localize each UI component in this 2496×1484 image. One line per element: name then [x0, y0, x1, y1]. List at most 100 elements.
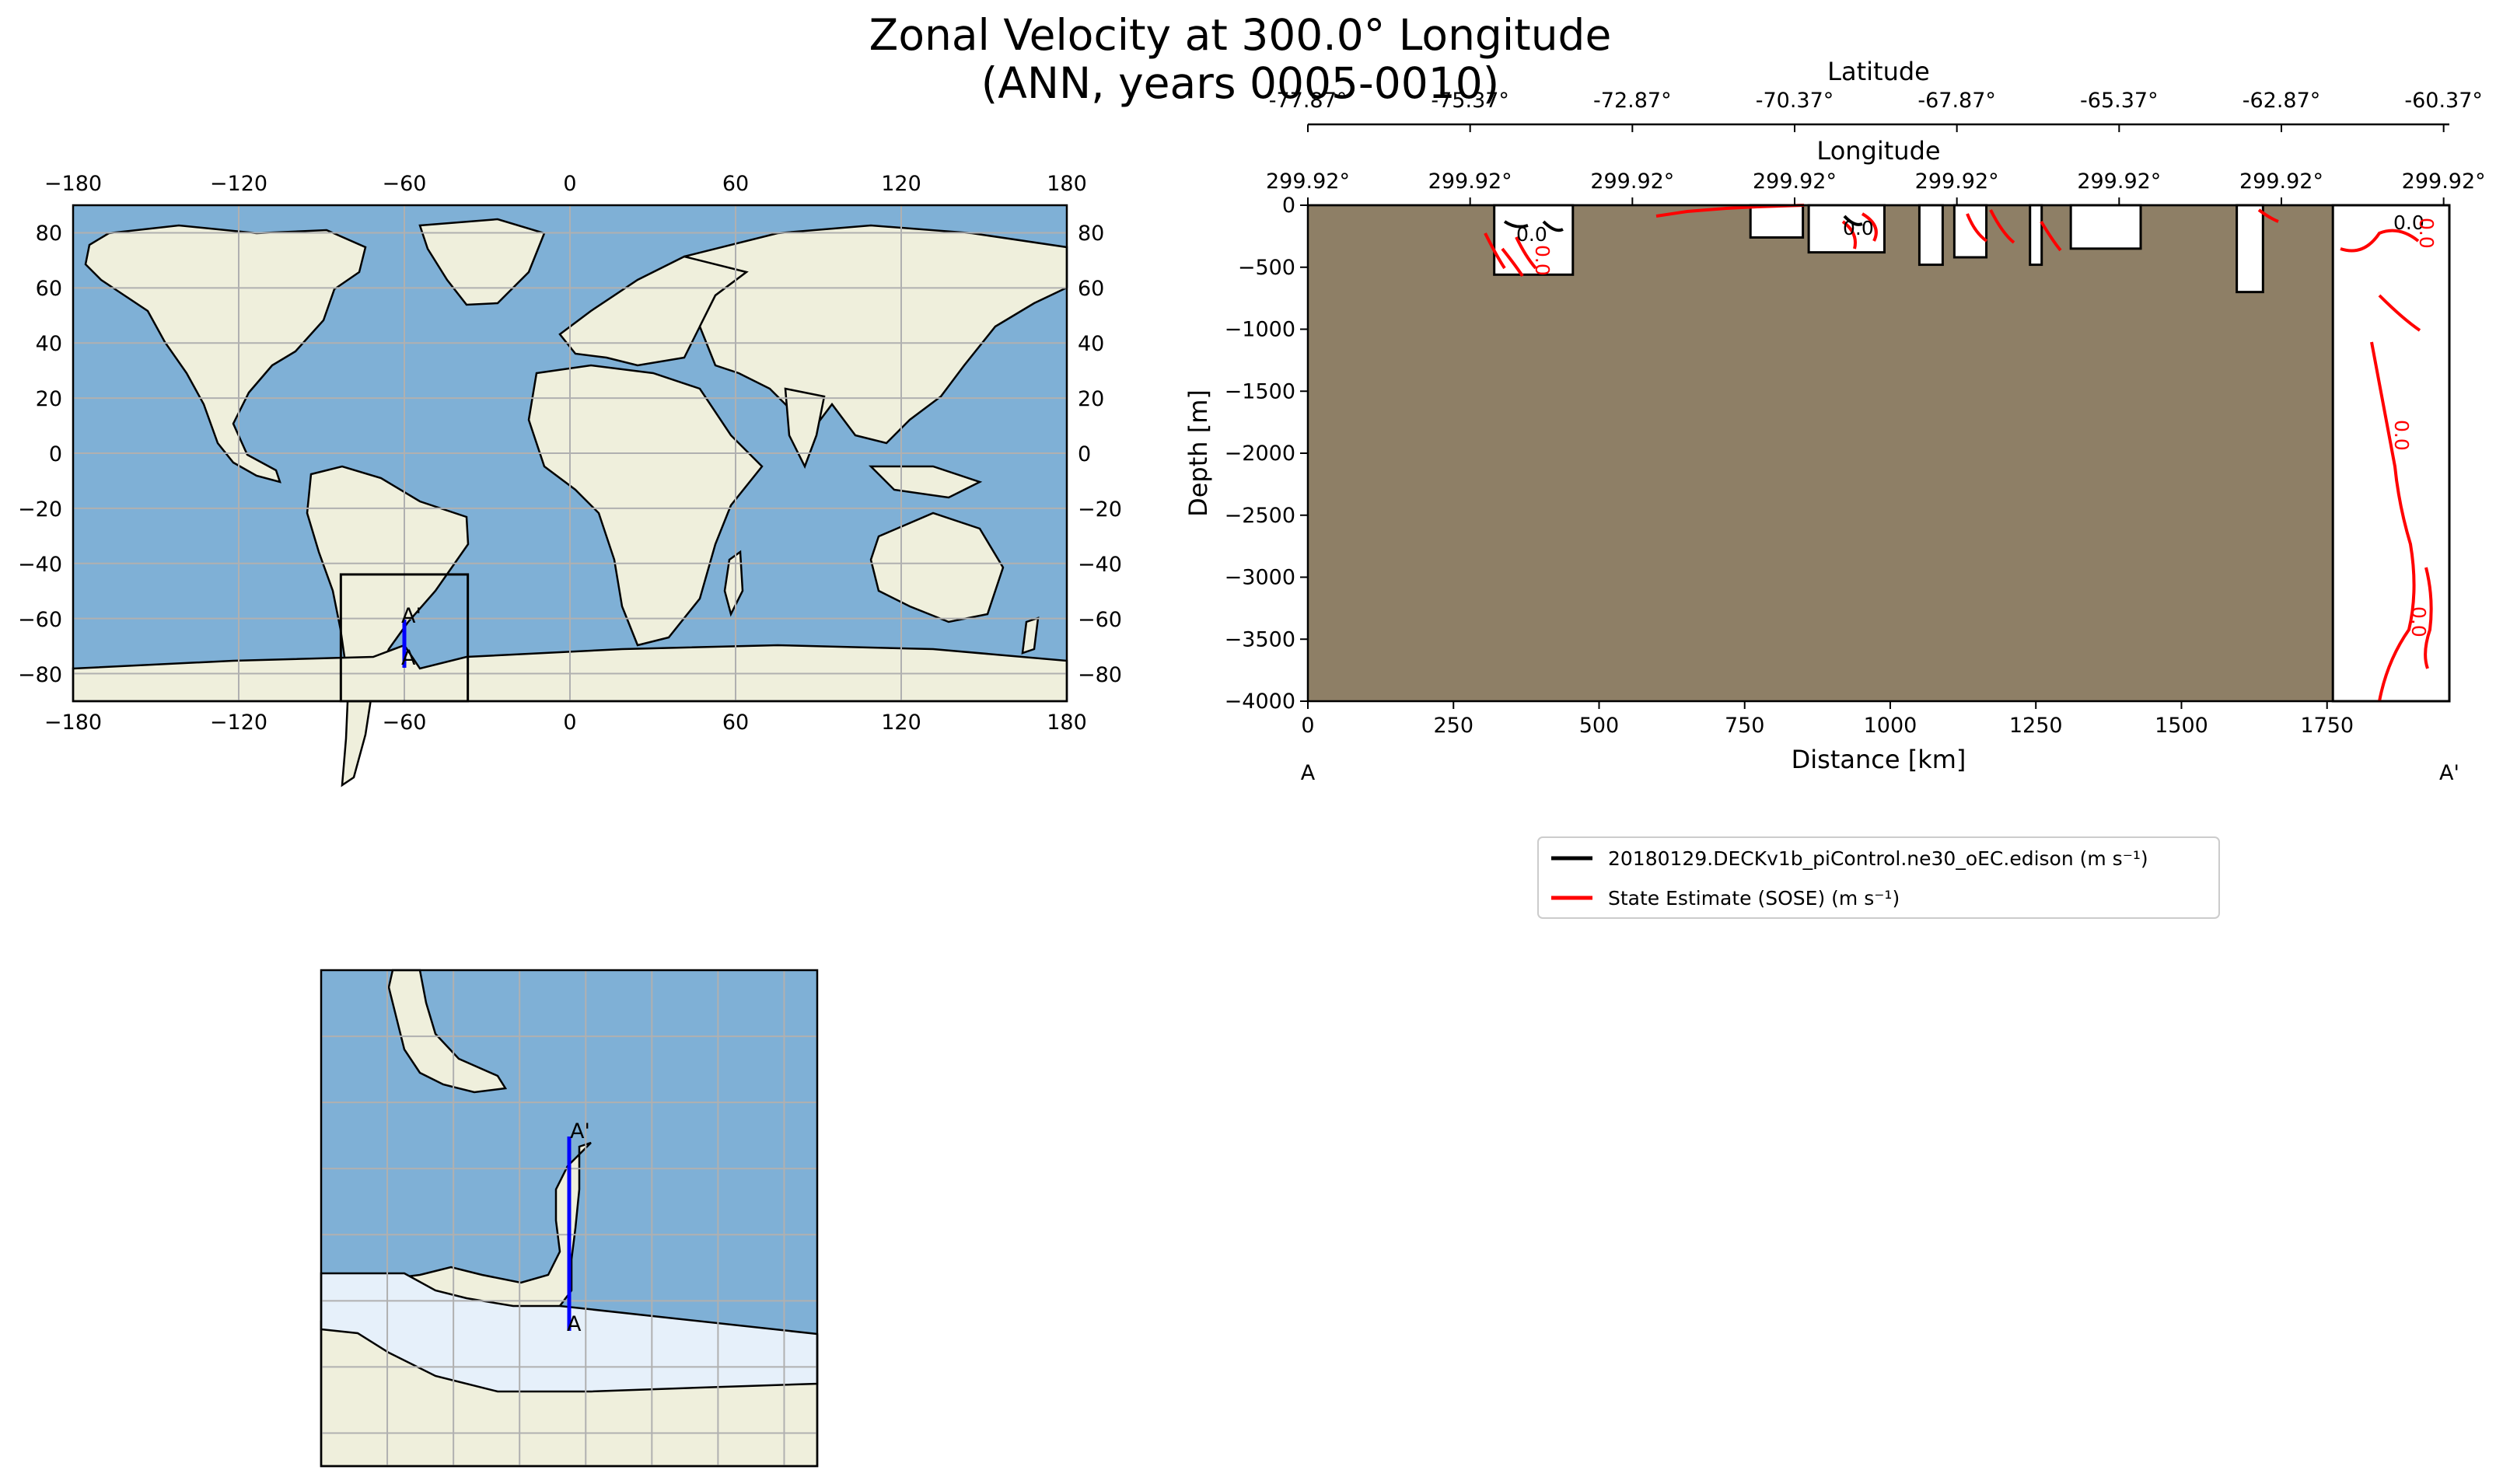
global-map-ytick-label: 20 [1078, 387, 1104, 411]
section-ytick-label: −1000 [1225, 318, 1295, 342]
global-map-ytick-label: 80 [36, 222, 62, 246]
section-xtick-label: 500 [1579, 714, 1620, 738]
global-map-ytick-label: −20 [18, 498, 62, 522]
ocean-window [2029, 204, 2043, 267]
inset-map-transect-start-label: A [567, 1312, 582, 1336]
section-bathymetry-fill [1308, 205, 2449, 701]
global-map-ytick-label: 40 [1078, 332, 1104, 356]
inset-map-ice-shelf [320, 1272, 819, 1393]
longitude-tick-label: 299.92° [1428, 169, 1512, 194]
latitude-tick-label: -62.87° [2243, 89, 2321, 113]
global-map-xtick-label: −120 [210, 172, 267, 196]
global-map-xtick-label: −180 [44, 172, 102, 196]
longitude-tick-label: 299.92° [2239, 169, 2323, 194]
obs-contour-line [1966, 209, 2015, 244]
model-contour-label: 0.0 [1516, 223, 1547, 246]
section-xtick-label: 250 [1433, 714, 1473, 738]
latitude-tick-label: -77.87° [1269, 89, 1348, 113]
global-map-xtick-label: 120 [881, 172, 921, 196]
inset-map-frame [320, 969, 819, 1468]
latitude-tick-label: -75.37° [1431, 89, 1509, 113]
longitude-axis-label: Longitude [1816, 136, 1940, 166]
global-map-ytick-label: 60 [1078, 277, 1104, 301]
section-xtick-label: 1750 [2300, 714, 2354, 738]
global-map-xtick-label: 180 [1047, 172, 1087, 196]
section-xlabel: Distance [km] [1792, 745, 1966, 774]
obs-contour-label: 0.0 [2390, 420, 2413, 451]
global-map-ytick-label: 40 [36, 332, 62, 356]
ocean-window [1493, 204, 1575, 276]
global-map-xtick-label: −180 [44, 711, 102, 735]
section-endpoint-end: A' [2439, 761, 2459, 785]
longitude-tick-label: 299.92° [2402, 169, 2486, 194]
section-ytick-label: −2500 [1225, 504, 1295, 528]
global-map-ytick-label: −40 [18, 553, 62, 577]
obs-contour-label: 0.0 [2407, 606, 2430, 637]
section-xtick-label: 1250 [2009, 714, 2063, 738]
global-map-xtick-label: 60 [722, 711, 749, 735]
latitude-axis-label: Latitude [1827, 57, 1930, 86]
section-ytick-label: −1500 [1225, 379, 1295, 403]
ocean-window [1917, 204, 1944, 267]
global-map-ytick-label: 0 [1078, 442, 1091, 466]
latitude-tick-label: -60.37° [2404, 89, 2483, 113]
global-map-ytick-label: 60 [36, 277, 62, 301]
section-xtick-label: 750 [1725, 714, 1765, 738]
section-ytick-label: −3000 [1225, 566, 1295, 590]
global-map-transect-end-label: A' [401, 604, 421, 628]
global-map-ytick-label: −80 [18, 663, 62, 687]
section-ytick-label: −4000 [1225, 690, 1295, 714]
global-map-xtick-label: 120 [881, 711, 921, 735]
global-map-inset-box [339, 573, 470, 703]
global-map-ytick-label: −60 [18, 608, 62, 632]
global-map-xtick-label: −60 [383, 172, 427, 196]
global-map-yticks-right: 80 60 40 20 0 −20 −40 −60 −80 [1078, 222, 1122, 687]
global-map-xtick-label: 60 [722, 172, 749, 196]
section-xtick-label: 0 [1301, 714, 1314, 738]
global-map-ytick-label: −60 [1078, 608, 1122, 632]
legend-label-obs: State Estimate (SOSE) (m s⁻¹) [1608, 887, 1900, 910]
ocean-window [2236, 204, 2264, 294]
obs-contour-label: 0.0 [1531, 245, 1554, 276]
section-contours: 0.0 0.0 0.0 0.0 0.0 0.0 0.0 [1484, 204, 2438, 702]
inset-map: A' A [320, 969, 819, 1468]
model-contour-label: 0.0 [2393, 211, 2424, 234]
obs-contour-line [2370, 341, 2416, 702]
global-map-ytick-label: −40 [1078, 553, 1122, 577]
global-map-ytick-label: 80 [1078, 222, 1104, 246]
legend-label-model: 20180129.DECKv1b_piControl.ne30_oEC.edis… [1608, 847, 2148, 870]
global-map-ytick-label: −20 [1078, 498, 1122, 522]
figure-title-line1: Zonal Velocity at 300.0° Longitude [869, 10, 1612, 60]
global-map-xticks-top: −180 −120 −60 0 60 120 180 [44, 172, 1087, 196]
latitude-tick-label: -72.87° [1593, 89, 1672, 113]
longitude-tick-label: 299.92° [2077, 169, 2161, 194]
global-map-ytick-label: −80 [1078, 663, 1122, 687]
global-map-ytick-label: 20 [36, 387, 62, 411]
inset-map-transect-end-label: A' [570, 1119, 590, 1144]
longitude-axis: 299.92° 299.92° 299.92° 299.92° 299.92° 299.9… [1266, 169, 2486, 205]
obs-contour-line [1484, 232, 1537, 278]
longitude-tick-label: 299.92° [1590, 169, 1674, 194]
latitude-tick-label: -70.37° [1756, 89, 1834, 113]
global-map-yticks-left: 80 60 40 20 0 −20 −40 −60 −80 [18, 222, 62, 687]
section-ylabel: Depth [m] [1183, 389, 1213, 517]
obs-contour-label: 0.0 [2415, 218, 2438, 249]
longitude-tick-label: 299.92° [1266, 169, 1350, 194]
obs-contour-line [2424, 567, 2433, 669]
section-endpoint-start: A [1301, 761, 1316, 785]
figure-title-line2: (ANN, years 0005-0010) [981, 58, 1499, 108]
latitude-axis: -77.87° -75.37° -72.87° -70.37° -67.87° -65.3… [1269, 89, 2483, 132]
latitude-tick-label: -67.87° [1917, 89, 1996, 113]
section-ytick-label: −3500 [1225, 627, 1295, 651]
global-map-xtick-label: −120 [210, 711, 267, 735]
section-ytick-label: −500 [1238, 256, 1295, 280]
global-map-xtick-label: 0 [563, 172, 576, 196]
global-map-xtick-label: 180 [1047, 711, 1087, 735]
global-map-ytick-label: 0 [49, 442, 62, 466]
global-map-xtick-label: 0 [563, 711, 576, 735]
section-xtick-label: 1500 [2155, 714, 2208, 738]
longitude-tick-label: 299.92° [1753, 169, 1837, 194]
section-ytick-label: −2000 [1225, 442, 1295, 466]
global-map-frame [72, 204, 1068, 703]
